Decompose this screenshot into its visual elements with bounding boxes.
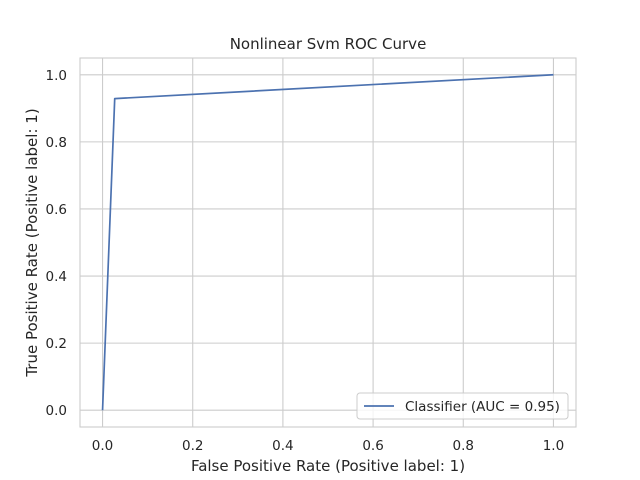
x-tick-label: 0.2 bbox=[182, 438, 203, 454]
x-axis-label: False Positive Rate (Positive label: 1) bbox=[191, 457, 465, 475]
y-tick-label: 0.2 bbox=[46, 336, 67, 352]
y-tick-label: 0.8 bbox=[46, 135, 67, 151]
series-line-classifier bbox=[101, 73, 554, 411]
series-lines bbox=[101, 73, 554, 411]
chart-title: Nonlinear Svm ROC Curve bbox=[230, 35, 427, 53]
x-tick-label: 0.8 bbox=[453, 438, 474, 454]
grid bbox=[80, 58, 576, 427]
legend: Classifier (AUC = 0.95) bbox=[356, 392, 569, 420]
x-tick-label: 1.0 bbox=[543, 438, 564, 454]
y-tick-label: 0.6 bbox=[46, 202, 67, 218]
x-tick-label: 0.0 bbox=[92, 438, 113, 454]
x-tick-label: 0.6 bbox=[362, 438, 383, 454]
plot-frame bbox=[79, 57, 577, 428]
tick-labels: 0.0 0.2 0.4 0.6 0.8 1.0 0.0 0.2 0.4 0.6 0.8 1.0 bbox=[46, 68, 565, 454]
x-tick-label: 0.4 bbox=[272, 438, 293, 454]
y-tick-label: 0.4 bbox=[46, 269, 67, 285]
y-tick-label: 0.0 bbox=[46, 403, 67, 419]
legend-label-classifier: Classifier (AUC = 0.95) bbox=[405, 399, 560, 415]
y-tick-label: 1.0 bbox=[46, 68, 67, 84]
y-axis-label: True Positive Rate (Positive label: 1) bbox=[23, 108, 41, 377]
legend-box bbox=[356, 392, 569, 420]
